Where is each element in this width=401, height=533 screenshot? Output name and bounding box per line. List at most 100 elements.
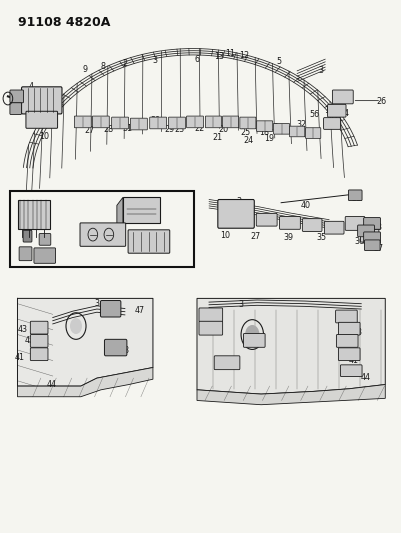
Text: 3: 3 bbox=[152, 56, 157, 65]
Polygon shape bbox=[196, 384, 384, 405]
Text: 7: 7 bbox=[210, 119, 215, 128]
FancyBboxPatch shape bbox=[10, 90, 24, 103]
Text: 14: 14 bbox=[338, 109, 348, 118]
Text: 4: 4 bbox=[243, 220, 248, 229]
FancyBboxPatch shape bbox=[92, 116, 109, 128]
Text: 55: 55 bbox=[23, 242, 33, 251]
Text: 8: 8 bbox=[100, 62, 105, 70]
FancyBboxPatch shape bbox=[214, 356, 239, 369]
FancyBboxPatch shape bbox=[305, 128, 320, 139]
FancyBboxPatch shape bbox=[243, 334, 264, 348]
Text: 50: 50 bbox=[100, 227, 110, 236]
FancyBboxPatch shape bbox=[363, 217, 379, 229]
Text: 27: 27 bbox=[84, 126, 95, 135]
Text: 2: 2 bbox=[122, 59, 127, 68]
FancyBboxPatch shape bbox=[128, 230, 169, 253]
FancyBboxPatch shape bbox=[324, 221, 343, 234]
FancyBboxPatch shape bbox=[100, 301, 121, 317]
FancyBboxPatch shape bbox=[10, 103, 22, 115]
Text: 24: 24 bbox=[243, 136, 253, 145]
Text: 34: 34 bbox=[352, 221, 362, 230]
Text: 13: 13 bbox=[213, 52, 223, 61]
FancyBboxPatch shape bbox=[323, 118, 340, 130]
Text: 27: 27 bbox=[249, 232, 259, 241]
Text: 25: 25 bbox=[240, 128, 250, 137]
FancyBboxPatch shape bbox=[23, 230, 32, 242]
Text: 17: 17 bbox=[267, 123, 277, 132]
FancyBboxPatch shape bbox=[338, 348, 359, 361]
Polygon shape bbox=[18, 298, 152, 386]
FancyBboxPatch shape bbox=[74, 116, 91, 128]
FancyBboxPatch shape bbox=[186, 116, 203, 128]
Text: 42: 42 bbox=[24, 336, 34, 345]
FancyBboxPatch shape bbox=[327, 104, 345, 117]
Text: 15: 15 bbox=[323, 106, 333, 115]
FancyBboxPatch shape bbox=[338, 322, 359, 335]
FancyBboxPatch shape bbox=[168, 117, 185, 129]
Text: 53: 53 bbox=[43, 249, 53, 258]
FancyBboxPatch shape bbox=[273, 124, 289, 134]
Text: 30: 30 bbox=[150, 116, 160, 125]
Text: 26: 26 bbox=[375, 97, 385, 106]
FancyBboxPatch shape bbox=[39, 233, 51, 245]
FancyBboxPatch shape bbox=[360, 229, 378, 242]
Text: 29: 29 bbox=[164, 125, 174, 134]
Text: 42: 42 bbox=[344, 339, 354, 348]
Text: 11: 11 bbox=[209, 313, 219, 322]
Text: 46: 46 bbox=[221, 359, 231, 368]
FancyBboxPatch shape bbox=[104, 340, 127, 356]
FancyBboxPatch shape bbox=[123, 197, 159, 223]
Text: 10: 10 bbox=[219, 231, 229, 240]
Text: 13: 13 bbox=[205, 327, 215, 336]
Text: 19: 19 bbox=[264, 134, 274, 143]
Text: 56: 56 bbox=[308, 110, 318, 119]
FancyBboxPatch shape bbox=[205, 116, 221, 128]
FancyBboxPatch shape bbox=[332, 90, 352, 104]
Polygon shape bbox=[117, 197, 123, 229]
FancyBboxPatch shape bbox=[289, 126, 304, 137]
FancyBboxPatch shape bbox=[30, 321, 48, 334]
FancyBboxPatch shape bbox=[344, 216, 364, 230]
Text: 33: 33 bbox=[371, 223, 381, 232]
FancyBboxPatch shape bbox=[22, 87, 62, 114]
FancyBboxPatch shape bbox=[19, 247, 32, 261]
Text: 52: 52 bbox=[63, 224, 73, 233]
Circle shape bbox=[245, 325, 259, 344]
FancyBboxPatch shape bbox=[256, 121, 272, 132]
Text: 43: 43 bbox=[18, 325, 28, 334]
Text: 22: 22 bbox=[194, 124, 204, 133]
Text: 1: 1 bbox=[52, 109, 57, 118]
Text: 49: 49 bbox=[35, 201, 45, 210]
Text: 9: 9 bbox=[82, 66, 87, 74]
Text: 41: 41 bbox=[15, 353, 25, 362]
FancyBboxPatch shape bbox=[364, 240, 379, 251]
Polygon shape bbox=[196, 298, 384, 394]
FancyBboxPatch shape bbox=[302, 219, 321, 231]
FancyBboxPatch shape bbox=[256, 213, 276, 226]
FancyBboxPatch shape bbox=[18, 200, 49, 229]
Text: 47: 47 bbox=[135, 305, 145, 314]
FancyBboxPatch shape bbox=[217, 199, 254, 228]
FancyBboxPatch shape bbox=[198, 321, 222, 335]
Text: 51: 51 bbox=[24, 217, 34, 227]
FancyBboxPatch shape bbox=[348, 190, 361, 200]
Text: 48: 48 bbox=[119, 346, 130, 355]
Text: 36: 36 bbox=[354, 237, 364, 246]
Text: 5: 5 bbox=[276, 58, 281, 66]
FancyBboxPatch shape bbox=[10, 191, 193, 266]
Text: 20: 20 bbox=[218, 125, 228, 134]
Circle shape bbox=[70, 318, 82, 334]
Text: 11: 11 bbox=[225, 50, 235, 58]
Text: 21: 21 bbox=[212, 133, 222, 142]
Text: 57: 57 bbox=[142, 197, 152, 206]
Text: 31: 31 bbox=[122, 124, 132, 133]
Text: 37: 37 bbox=[372, 245, 382, 254]
Text: 44: 44 bbox=[360, 373, 370, 382]
Text: 40: 40 bbox=[300, 201, 310, 210]
Text: 32: 32 bbox=[296, 119, 306, 128]
Text: 18: 18 bbox=[258, 128, 268, 137]
Text: 41: 41 bbox=[348, 356, 358, 365]
FancyBboxPatch shape bbox=[30, 335, 48, 348]
Text: 54: 54 bbox=[168, 235, 178, 244]
Text: 23: 23 bbox=[174, 125, 184, 134]
